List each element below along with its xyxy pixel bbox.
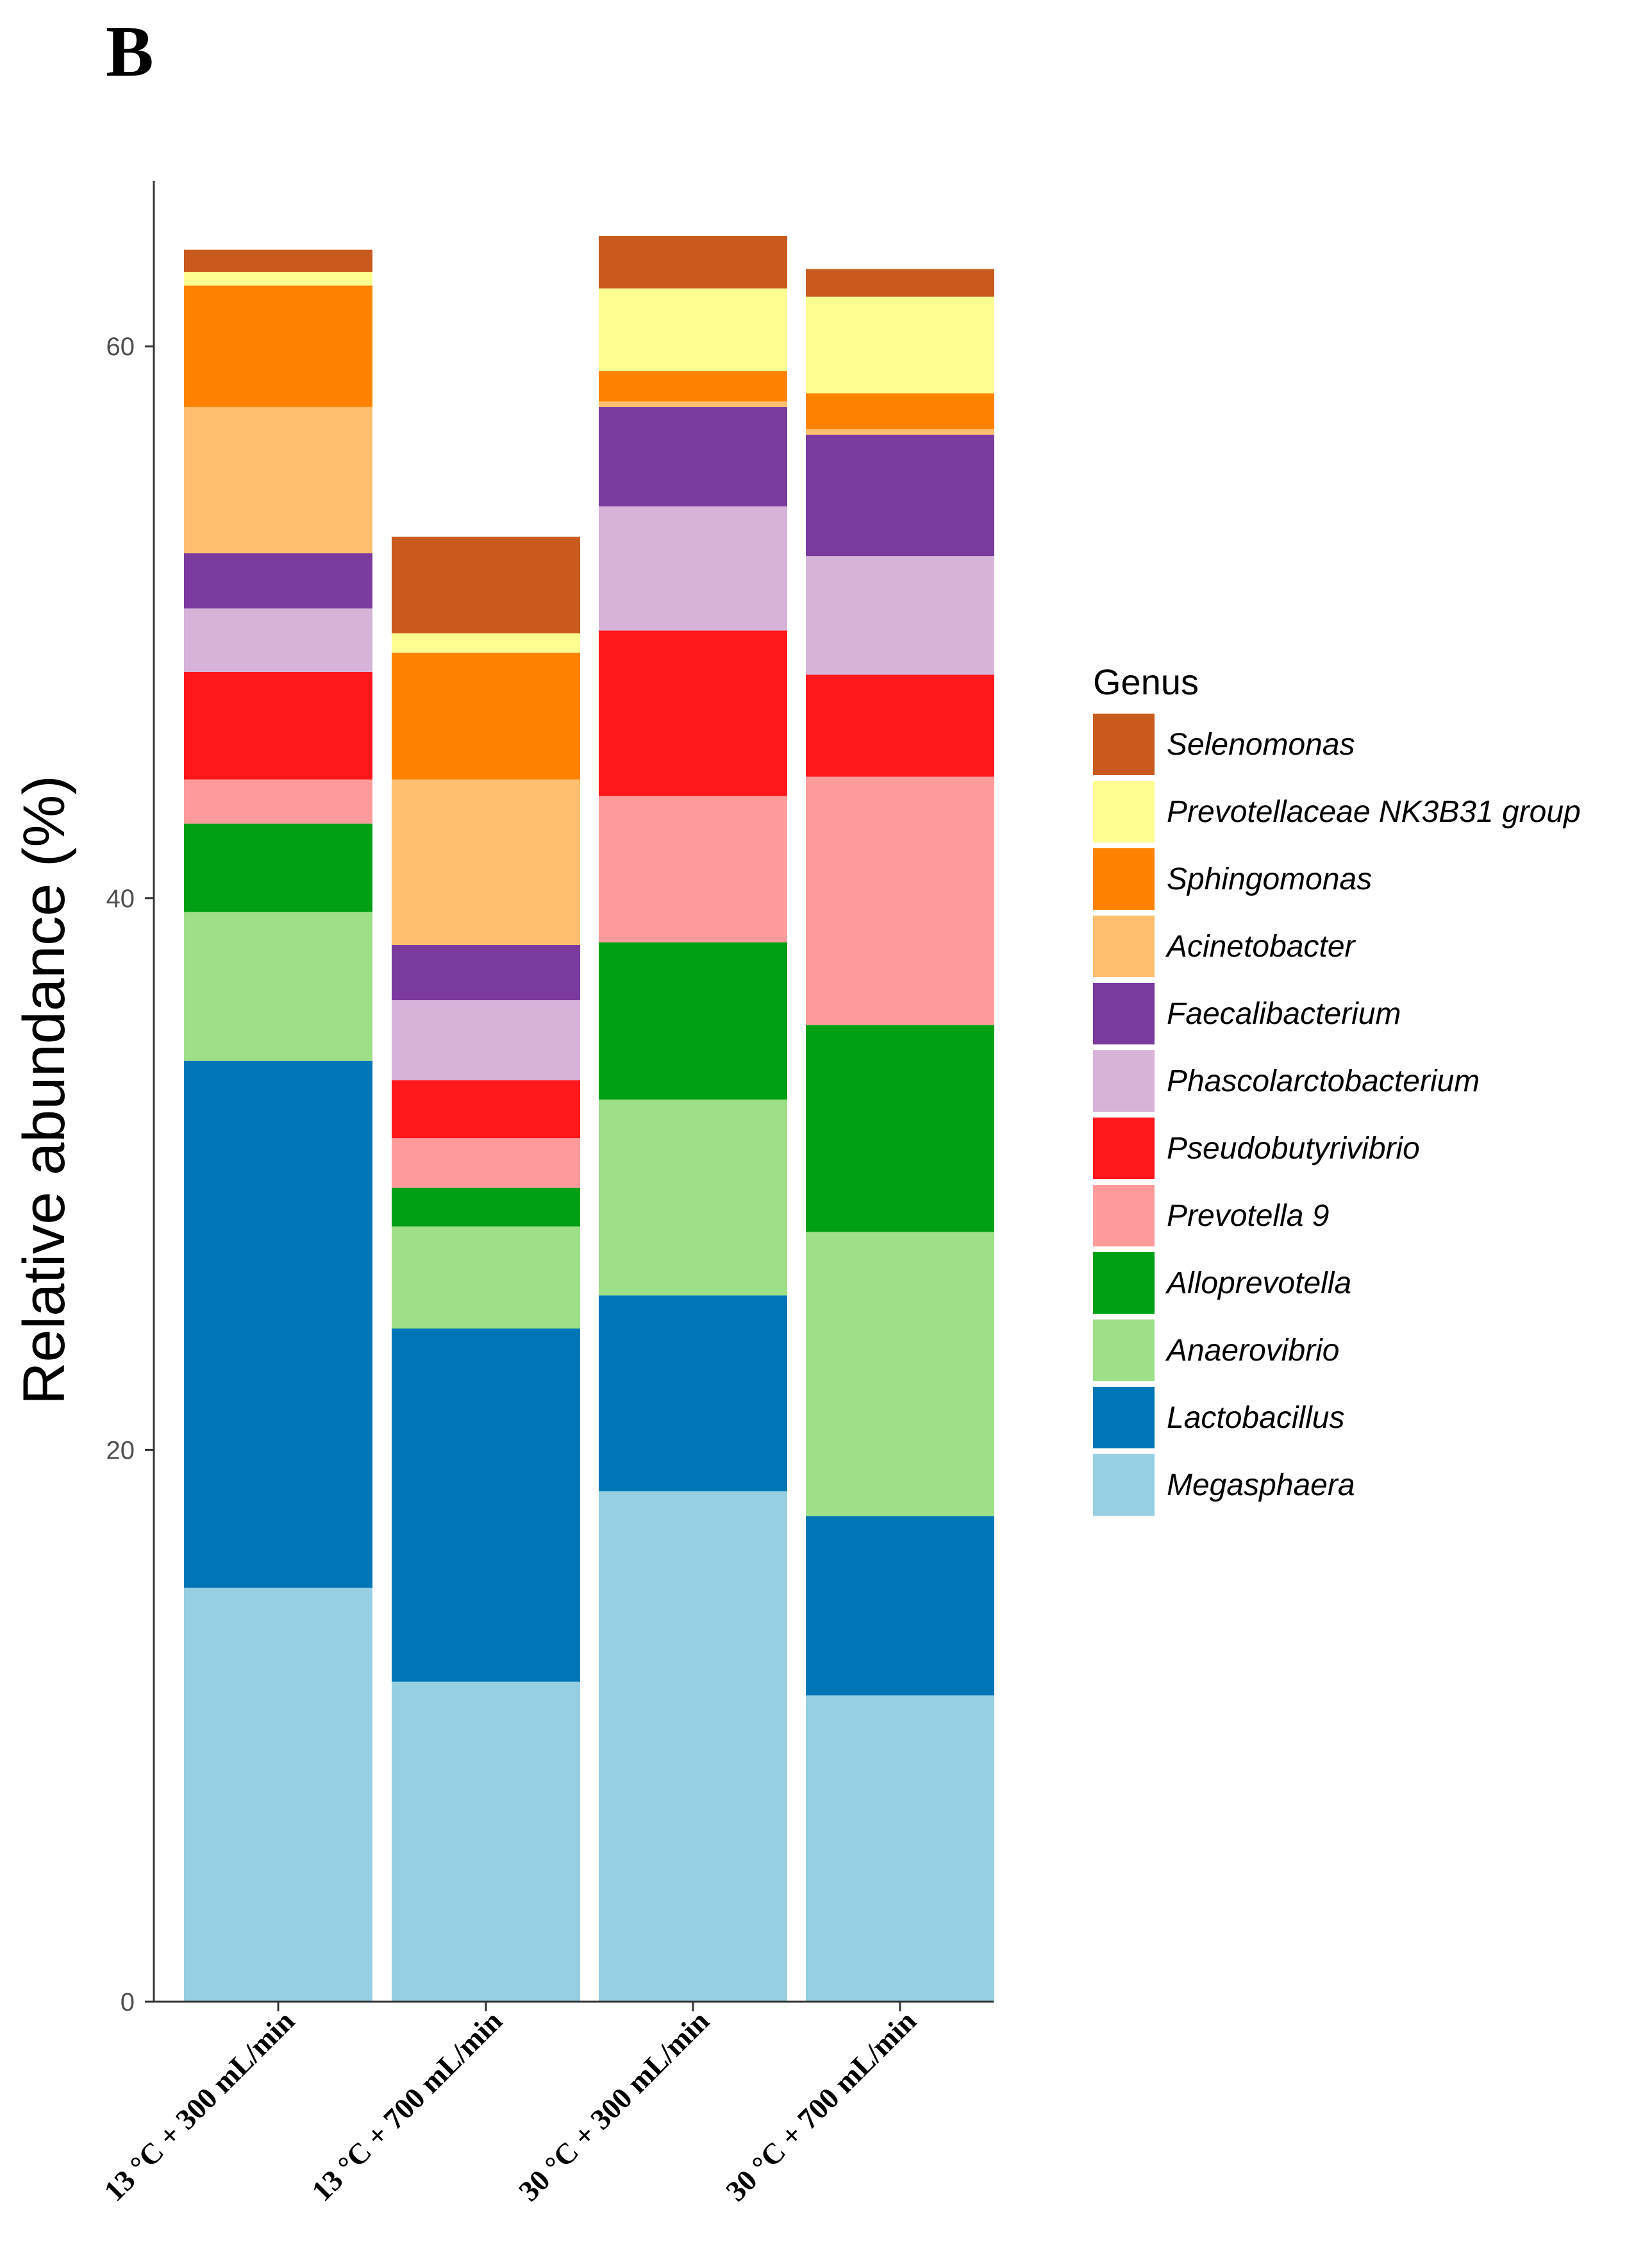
- legend-label-megasphaera: Megasphaera: [1167, 1468, 1355, 1502]
- y-tick-label: 40: [106, 885, 135, 913]
- legend-key-alloprevotella: [1093, 1252, 1155, 1314]
- bar-segment-phascolarctobacterium-4: [806, 556, 994, 675]
- legend-key-prevotellaceae-nk3b31-group: [1093, 781, 1155, 842]
- bar-segment-megasphaera-3: [599, 1491, 787, 2002]
- y-axis-label: Relative abundance (%): [12, 775, 77, 1405]
- legend-label-prevotella-9: Prevotella 9: [1167, 1199, 1329, 1233]
- legend-key-selenomonas: [1093, 714, 1155, 775]
- bar-segment-acinetobacter-2: [392, 779, 580, 945]
- bar-segment-faecalibacterium-4: [806, 434, 994, 557]
- bar-segment-sphingomonas-2: [392, 652, 580, 780]
- bar-segment-pseudobutyrivibrio-3: [599, 630, 787, 796]
- bar-segment-prevotellaceae-nk3b31-group-1: [184, 272, 372, 286]
- bar-segment-lactobacillus-2: [392, 1328, 580, 1682]
- legend-label-pseudobutyrivibrio: Pseudobutyrivibrio: [1167, 1132, 1420, 1166]
- bar-segment-prevotellaceae-nk3b31-group-2: [392, 633, 580, 653]
- bar-segment-faecalibacterium-2: [392, 944, 580, 1000]
- bar-segment-lactobacillus-4: [806, 1516, 994, 1696]
- legend-key-prevotella-9: [1093, 1185, 1155, 1246]
- bar-segment-prevotella-9-3: [599, 796, 787, 942]
- legend: Selenomonas Prevotellaceae NK3B31 group Sp…: [1093, 714, 1581, 1516]
- bar-segment-prevotella-9-1: [184, 779, 372, 824]
- bar-segment-prevotella-9-4: [806, 776, 994, 1025]
- bar-segment-pseudobutyrivibrio-1: [184, 671, 372, 780]
- bar-segment-faecalibacterium-3: [599, 406, 787, 507]
- bar-segment-acinetobacter-3: [599, 401, 787, 407]
- bar-segment-alloprevotella-1: [184, 823, 372, 912]
- x-tick-label: 13 °C + 300 mL/min: [97, 2004, 301, 2208]
- bar-segment-selenomonas-2: [392, 537, 580, 633]
- panel-label: B: [106, 12, 154, 92]
- legend-label-phascolarctobacterium: Phascolarctobacterium: [1167, 1064, 1480, 1098]
- x-tick-label: 30 °C + 700 mL/min: [719, 2004, 922, 2208]
- bar-segment-prevotellaceae-nk3b31-group-4: [806, 296, 994, 394]
- bar-segment-phascolarctobacterium-3: [599, 506, 787, 631]
- bar-segment-pseudobutyrivibrio-2: [392, 1080, 580, 1139]
- bar-segment-anaerovibrio-1: [184, 912, 372, 1061]
- legend-label-acinetobacter: Acinetobacter: [1165, 930, 1356, 964]
- bar-segment-prevotellaceae-nk3b31-group-3: [599, 288, 787, 371]
- bar-segment-anaerovibrio-4: [806, 1232, 994, 1516]
- legend-label-lactobacillus: Lactobacillus: [1167, 1401, 1345, 1435]
- bar-segment-prevotella-9-2: [392, 1138, 580, 1188]
- bar-segment-anaerovibrio-2: [392, 1226, 580, 1329]
- y-tick-label: 0: [121, 1988, 135, 2016]
- legend-key-acinetobacter: [1093, 916, 1155, 977]
- bar-segment-anaerovibrio-3: [599, 1099, 787, 1296]
- bar-segment-sphingomonas-1: [184, 285, 372, 407]
- bar-segment-alloprevotella-2: [392, 1187, 580, 1227]
- bar-segment-phascolarctobacterium-2: [392, 1000, 580, 1080]
- y-ticks-group: 0 20 40 60: [106, 333, 154, 2016]
- bars-group: [184, 236, 994, 2002]
- legend-label-anaerovibrio: Anaerovibrio: [1165, 1334, 1339, 1368]
- bar-segment-selenomonas-1: [184, 249, 372, 272]
- bar-segment-sphingomonas-3: [599, 371, 787, 402]
- bar-segment-sphingomonas-4: [806, 393, 994, 430]
- legend-key-sphingomonas: [1093, 848, 1155, 910]
- x-tick-label: 30 °C + 300 mL/min: [512, 2004, 715, 2208]
- legend-key-pseudobutyrivibrio: [1093, 1118, 1155, 1179]
- bar-segment-lactobacillus-3: [599, 1295, 787, 1491]
- bar-segment-phascolarctobacterium-1: [184, 608, 372, 672]
- legend-title: Genus: [1093, 662, 1199, 702]
- bar-segment-lactobacillus-1: [184, 1060, 372, 1588]
- legend-key-phascolarctobacterium: [1093, 1050, 1155, 1112]
- y-tick-label: 60: [106, 333, 135, 361]
- bar-segment-selenomonas-3: [599, 236, 787, 289]
- bar-segment-selenomonas-4: [806, 269, 994, 297]
- bar-segment-pseudobutyrivibrio-4: [806, 674, 994, 777]
- bar-segment-megasphaera-1: [184, 1588, 372, 2002]
- legend-key-anaerovibrio: [1093, 1320, 1155, 1381]
- legend-label-sphingomonas: Sphingomonas: [1167, 862, 1372, 896]
- legend-label-alloprevotella: Alloprevotella: [1165, 1266, 1351, 1300]
- bar-segment-megasphaera-2: [392, 1681, 580, 2002]
- y-tick-label: 20: [106, 1436, 135, 1464]
- bar-segment-alloprevotella-4: [806, 1025, 994, 1232]
- legend-label-selenomonas: Selenomonas: [1167, 728, 1355, 762]
- legend-label-prevotellaceae-nk3b31-group: Prevotellaceae NK3B31 group: [1167, 795, 1581, 829]
- legend-label-faecalibacterium: Faecalibacterium: [1167, 997, 1401, 1031]
- legend-key-faecalibacterium: [1093, 983, 1155, 1044]
- legend-key-lactobacillus: [1093, 1387, 1155, 1448]
- bar-segment-acinetobacter-4: [806, 429, 994, 435]
- x-ticks-group: 13 °C + 300 mL/min 13 °C + 700 mL/min 30 °…: [97, 2002, 922, 2208]
- bar-segment-acinetobacter-1: [184, 406, 372, 553]
- x-tick-label: 13 °C + 700 mL/min: [305, 2004, 508, 2208]
- bar-segment-megasphaera-4: [806, 1695, 994, 2002]
- bar-segment-alloprevotella-3: [599, 942, 787, 1100]
- bar-segment-faecalibacterium-1: [184, 553, 372, 608]
- legend-key-megasphaera: [1093, 1454, 1155, 1516]
